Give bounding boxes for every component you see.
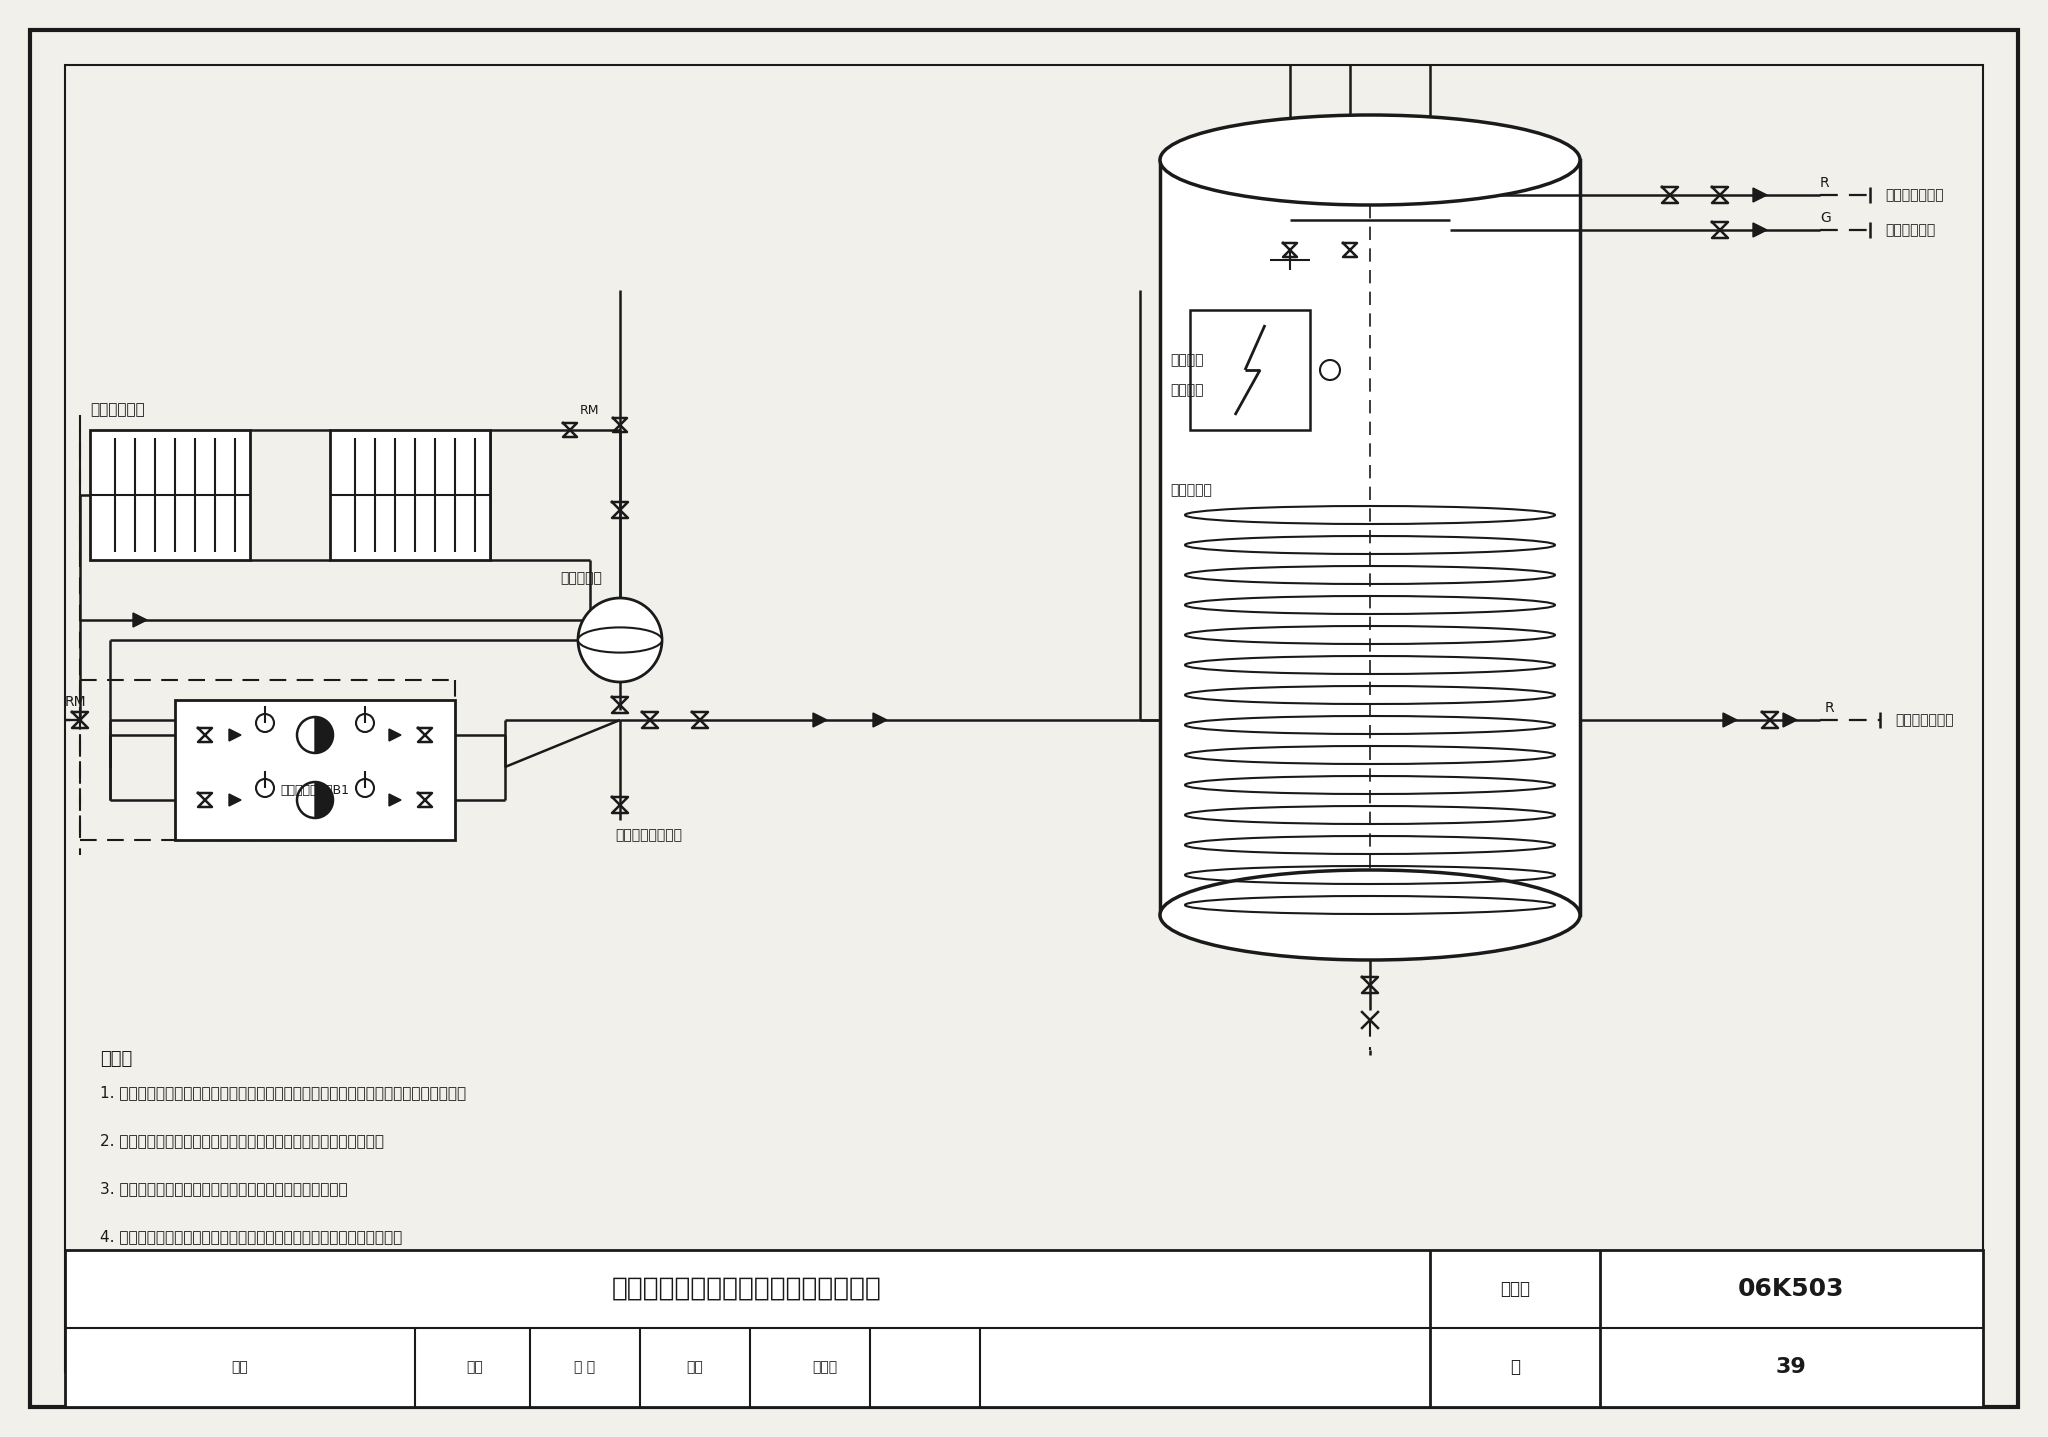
Text: 辅助加热: 辅助加热 <box>1169 354 1204 366</box>
Text: RM: RM <box>66 696 86 708</box>
Bar <box>174 700 455 841</box>
Text: 1. 本集热系统热媒可为水或防冻液。采用防冻液时，应按照防冻液要求选择管材和水泵。: 1. 本集热系统热媒可为水或防冻液。采用防冻液时，应按照防冻液要求选择管材和水泵… <box>100 1085 467 1099</box>
Text: 页: 页 <box>1509 1358 1520 1377</box>
Text: 3. 辅助热源可以设置在屋顶或者地下机房，没有高度限制。: 3. 辅助热源可以设置在屋顶或者地下机房，没有高度限制。 <box>100 1181 348 1196</box>
Text: R: R <box>1821 175 1829 190</box>
Text: RM: RM <box>580 404 600 417</box>
Bar <box>1190 310 1311 430</box>
Text: G: G <box>1821 211 1831 226</box>
Text: 06K503: 06K503 <box>1739 1277 1845 1300</box>
Polygon shape <box>1784 713 1796 727</box>
Text: 说明：: 说明： <box>100 1050 133 1068</box>
Text: 审核: 审核 <box>231 1359 248 1374</box>
Polygon shape <box>389 729 401 741</box>
Text: 膨胀定压罐: 膨胀定压罐 <box>559 570 602 585</box>
Polygon shape <box>872 713 887 727</box>
Polygon shape <box>315 717 334 753</box>
Polygon shape <box>813 713 827 727</box>
Polygon shape <box>1753 188 1767 203</box>
Polygon shape <box>389 795 401 806</box>
Text: 李 忠: 李 忠 <box>573 1359 596 1374</box>
Text: 盘管换热器: 盘管换热器 <box>1169 483 1212 497</box>
Text: 39: 39 <box>1776 1357 1806 1377</box>
Text: 设计: 设计 <box>686 1359 702 1374</box>
Bar <box>330 430 489 560</box>
Circle shape <box>356 714 375 731</box>
Bar <box>90 430 250 560</box>
Text: R: R <box>1825 701 1835 716</box>
Polygon shape <box>1722 713 1737 727</box>
Circle shape <box>356 779 375 798</box>
Circle shape <box>256 714 274 731</box>
Text: 校对: 校对 <box>467 1359 483 1374</box>
Text: 贮热水箱: 贮热水箱 <box>1169 384 1204 397</box>
Text: 集热系统循环泵B1: 集热系统循环泵B1 <box>281 783 350 796</box>
Text: 4. 本系统宜采用平板型、真空管型太阳能集热器等承压型太阳能集热器。: 4. 本系统宜采用平板型、真空管型太阳能集热器等承压型太阳能集热器。 <box>100 1229 401 1244</box>
Text: 太阳能集热器: 太阳能集热器 <box>90 402 145 418</box>
Polygon shape <box>1753 223 1767 237</box>
Circle shape <box>256 779 274 798</box>
Ellipse shape <box>1159 115 1579 205</box>
Text: 生活热水供水管: 生活热水供水管 <box>1884 188 1944 203</box>
Circle shape <box>297 717 334 753</box>
Text: 2. 本系统辅助加热可以选用电加热，也可选用市政热力或燃气锅炉。: 2. 本系统辅助加热可以选用电加热，也可选用市政热力或燃气锅炉。 <box>100 1132 385 1148</box>
Circle shape <box>578 598 662 683</box>
Bar <box>1159 160 1579 915</box>
Ellipse shape <box>578 628 662 652</box>
Polygon shape <box>229 729 242 741</box>
Text: 热媒进出或补入口: 热媒进出或补入口 <box>614 828 682 842</box>
Ellipse shape <box>1159 869 1579 960</box>
Polygon shape <box>133 614 147 627</box>
Text: 生活热水循环管: 生活热水循环管 <box>1894 713 1954 727</box>
Circle shape <box>1321 361 1339 379</box>
Polygon shape <box>315 782 334 818</box>
Text: 自来水补水管: 自来水补水管 <box>1884 223 1935 237</box>
Circle shape <box>297 782 334 818</box>
Polygon shape <box>229 795 242 806</box>
Text: 强制循环间接式太阳能热水集热系统图: 强制循环间接式太阳能热水集热系统图 <box>612 1276 883 1302</box>
Bar <box>66 1250 1982 1407</box>
Text: 张昕宇: 张昕宇 <box>813 1359 838 1374</box>
Text: 图集号: 图集号 <box>1499 1280 1530 1298</box>
